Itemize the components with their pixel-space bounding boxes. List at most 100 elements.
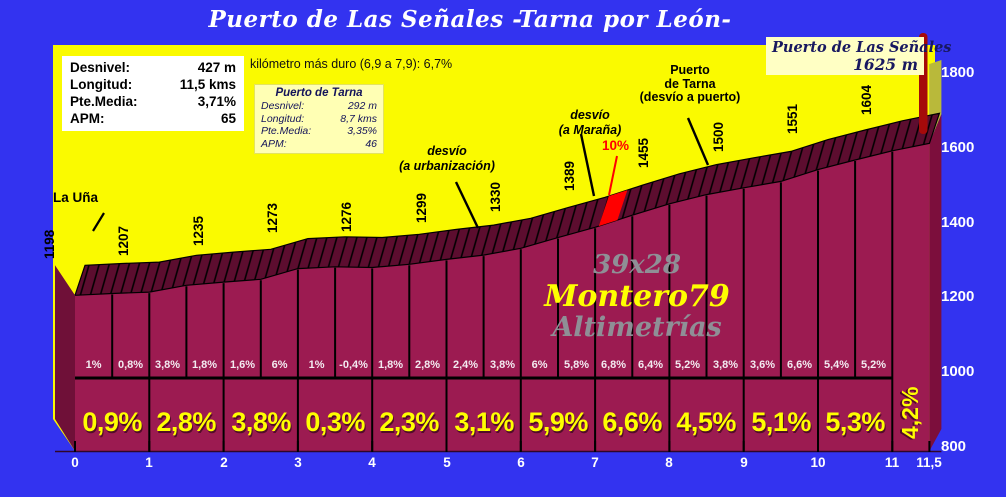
start-town-label: La Uña (53, 190, 99, 205)
stat-row: Longitud: 8,7 kms (261, 113, 377, 126)
leader-tarna-pass (686, 117, 710, 166)
stat-row: Pte.Media: 3,35% (261, 125, 377, 138)
stat-label: Longitud: (261, 112, 305, 125)
profile-body (75, 143, 930, 452)
stat-label: Desnivel: (70, 60, 131, 75)
gradient-500m-label: 5,4% (824, 359, 850, 371)
x-tick-label: 11,5 (916, 455, 942, 470)
gradient-500m-label: 1% (308, 359, 325, 371)
gradient-final-label: 4,2% (897, 386, 923, 440)
y-tick-label: 1600 (941, 139, 975, 156)
gradient-500m-label: -0,4% (339, 359, 368, 371)
watermark-line: 39x28 (593, 250, 681, 280)
steep-red-segment (598, 190, 628, 227)
gradient-500m-label: 2,4% (453, 359, 479, 371)
stat-row: Pte.Media: 3,71% (70, 93, 236, 110)
detour-marana-label: desvío (a Maraña) (520, 108, 660, 138)
body-left-cap (55, 265, 75, 451)
elevation-label: 1500 (711, 121, 726, 152)
summit-name: Puerto de Las Señales (772, 39, 952, 56)
y-tick-label: 1200 (941, 288, 975, 305)
stat-label: APM: (261, 137, 287, 150)
stat-value: 11,5 kms (179, 77, 236, 92)
elevation-label: 1604 (859, 84, 874, 115)
stat-row: APM: 46 (261, 138, 377, 151)
x-tick-label: 10 (810, 455, 826, 470)
gradient-500m-label: 3,8% (490, 359, 516, 371)
x-tick-label: 8 (665, 455, 673, 470)
y-tick-label: 800 (941, 438, 967, 455)
x-tick-label: 6 (517, 455, 525, 470)
x-tick-label: 11 (884, 455, 900, 470)
x-tick-label: 0 (71, 455, 79, 470)
annotation-line: de Tarna (664, 76, 716, 91)
gradient-500m-label: 0,8% (118, 359, 144, 371)
gradient-500m-label: 1,8% (378, 359, 404, 371)
stat-label: APM: (70, 111, 105, 126)
summit-label-box: Puerto de Las Señales 1625 m (766, 37, 952, 75)
elevation-label: 1198 (42, 229, 57, 259)
gradient-500m-label: 6% (271, 359, 288, 371)
gradient-km-label: 5,9% (528, 407, 588, 437)
y-tick-label: 1400 (941, 214, 975, 231)
gradient-km-label: 4,5% (676, 407, 736, 437)
gradient-km-label: 6,6% (602, 407, 662, 437)
watermark-line: Altimetrías (552, 311, 722, 343)
stat-value: 3,35% (347, 125, 377, 137)
stat-row: Desnivel: 292 m (261, 100, 377, 113)
annotation-line: Puerto (670, 63, 710, 77)
gradient-500m-label: 3,6% (750, 359, 776, 371)
annotation-line: desvío (570, 108, 610, 122)
watermark: 39x28 Montero79 Altimetrías (537, 251, 737, 342)
x-tick-label: 9 (740, 455, 748, 470)
gradient-500m-label: 5,2% (861, 359, 887, 371)
climb-stats-box: Desnivel: 427 m Longitud: 11,5 kms Pte.M… (62, 56, 244, 131)
gradient-km-label: 3,8% (231, 407, 291, 437)
gradient-500m-label: 3,8% (713, 359, 739, 371)
elevation-label: 1207 (116, 225, 131, 256)
tarna-stats-box: Puerto de Tarna Desnivel: 292 m Longitud… (254, 84, 384, 154)
elevation-label: 1273 (265, 202, 280, 233)
annotation-line: desvío (427, 144, 467, 158)
gradient-km-label: 5,1% (751, 407, 811, 437)
annotation-line: (a urbanización) (399, 159, 495, 173)
gradient-km-label: 0,3% (305, 407, 365, 437)
stat-value: 65 (220, 111, 236, 126)
gradient-500m-label: 6% (531, 359, 548, 371)
leader-detour-urbanization (454, 181, 480, 229)
y-tick-label: 1000 (941, 363, 975, 380)
summit-altitude: 1625 m (853, 55, 918, 74)
gradient-km-label: 0,9% (82, 407, 142, 437)
stat-value: 8,7 kms (340, 112, 377, 125)
gradient-500m-label: 5,2% (675, 359, 701, 371)
x-tick-label: 3 (294, 455, 302, 470)
elevation-label: 1235 (191, 215, 206, 246)
stat-row: Desnivel: 427 m (70, 59, 236, 76)
x-tick-label: 5 (443, 455, 451, 470)
x-tick-label: 4 (368, 455, 376, 470)
tarna-box-title: Puerto de Tarna (275, 87, 363, 99)
x-tick-label: 7 (591, 455, 599, 470)
y-tick-label: 1800 (941, 64, 975, 81)
annotation-line: (a Maraña) (558, 123, 622, 137)
elevation-label: 1330 (488, 181, 503, 212)
gradient-500m-label: 2,8% (415, 359, 441, 371)
x-tick-label: 1 (145, 455, 153, 470)
gradient-500m-label: 1% (85, 359, 102, 371)
gradient-500m-label: 1,8% (192, 359, 218, 371)
stat-label: Longitud: (70, 77, 133, 92)
elevation-label: 1276 (339, 201, 354, 232)
watermark-line: Montero79 (544, 278, 730, 314)
elevation-label: 1299 (414, 192, 429, 223)
stat-value: 292 m (347, 100, 377, 112)
gradient-500m-label: 1,6% (230, 359, 256, 371)
stat-row: Longitud: 11,5 kms (70, 76, 236, 93)
leader-steep-10pct (608, 155, 618, 196)
stat-label: Pte.Media: (70, 94, 138, 109)
gradient-500m-label: 6,6% (787, 359, 813, 371)
gradient-km-label: 3,1% (454, 407, 514, 437)
gradient-km-label: 2,8% (156, 407, 216, 437)
stat-row: APM: 65 (70, 110, 236, 127)
